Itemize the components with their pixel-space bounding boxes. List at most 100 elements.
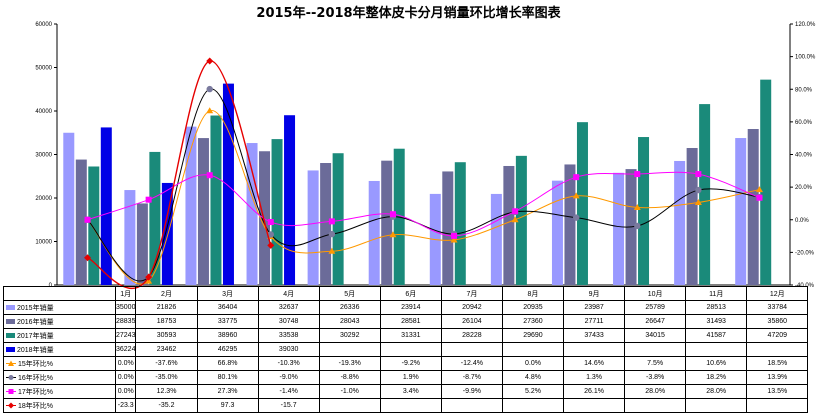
data-label-bar-1-2: 21826 <box>135 300 198 315</box>
table-header-row: 1月 2月 3月 4月 5月 6月 7月 8月 9月 10月 11月 12月 <box>3 286 809 301</box>
bar-1-1 <box>63 132 75 285</box>
category-label-11: 11月 <box>685 286 748 301</box>
line-2-point <box>328 230 336 238</box>
data-label-bar-3-10: 34015 <box>624 328 687 343</box>
data-label-bar-1-12: 33784 <box>746 300 809 315</box>
legend-swatch <box>6 333 15 339</box>
data-label-line-4-12 <box>746 398 809 413</box>
line-1-point <box>511 216 519 223</box>
left-tick-label: 40000 <box>35 109 52 115</box>
data-label-line-2-5: -8.8% <box>318 370 381 385</box>
bar-1-4 <box>246 143 258 285</box>
data-label-line-4-10 <box>624 398 687 413</box>
line-3-point <box>634 171 641 178</box>
data-label-bar-3-6: 31331 <box>379 328 442 343</box>
bar-3-2 <box>149 151 161 285</box>
line-4-point <box>84 254 92 262</box>
data-label-line-2-11: 18.2% <box>685 370 748 385</box>
legend-swatch <box>6 375 16 381</box>
left-tick-label: 50000 <box>35 66 52 72</box>
data-label-bar-4-1: 36224 <box>114 342 137 357</box>
legend-line-2: 16年环比% <box>3 370 116 385</box>
category-label-3: 3月 <box>196 286 259 301</box>
data-label-bar-1-10: 25789 <box>624 300 687 315</box>
data-label-bar-4-10 <box>624 342 687 357</box>
legend-marker <box>8 375 14 381</box>
legend-label: 16年环比% <box>18 374 54 382</box>
legend-label: 18年环比% <box>18 402 54 410</box>
category-label-5: 5月 <box>318 286 381 301</box>
category-label-2: 2月 <box>135 286 198 301</box>
data-label-bar-1-1: 35000 <box>114 300 137 315</box>
line-3-point <box>267 219 274 226</box>
data-label-bar-1-9: 23987 <box>563 300 626 315</box>
bar-2-11 <box>686 148 698 285</box>
line-4-point <box>145 273 153 281</box>
line-3-point <box>451 232 458 239</box>
data-label-bar-4-2: 23462 <box>135 342 198 357</box>
table-row: 2017年销量 27243 30593 38960 33538 30292 31331 282… <box>3 328 809 343</box>
table-row: 2018年销量 36224 23462 46295 39030 <box>3 342 809 357</box>
line-2-point <box>695 186 702 194</box>
data-label-bar-2-1: 28835 <box>114 314 137 329</box>
combo-chart: 0100002000030000400005000060000-40.0%-20… <box>35 22 816 290</box>
bar-1-2 <box>124 190 136 285</box>
data-label-line-1-5: -19.3% <box>318 356 381 371</box>
bar-1-10 <box>613 172 625 285</box>
category-label-1: 1月 <box>114 286 137 301</box>
legend-label: 15年环比% <box>18 360 54 368</box>
line-1-point <box>389 231 397 238</box>
right-tick-label: 20.0% <box>795 185 813 191</box>
bar-2-8 <box>503 165 515 285</box>
data-label-bar-1-6: 23914 <box>379 300 442 315</box>
data-label-line-4-7 <box>440 398 503 413</box>
legend-label: 2018年销量 <box>17 346 54 354</box>
line-1-point <box>328 247 336 254</box>
data-label-line-1-9: 14.6% <box>563 356 626 371</box>
data-label-line-1-3: 66.8% <box>196 356 259 371</box>
line-3-point <box>84 216 91 223</box>
chart-title: 2015年--2018年整体皮卡分月销量环比增长率图表 <box>256 6 561 21</box>
data-label-line-1-7: -12.4% <box>440 356 503 371</box>
line-1-point <box>755 186 763 193</box>
data-label-line-1-1: 0.0% <box>114 356 137 371</box>
left-tick-label: 10000 <box>35 240 52 246</box>
data-label-line-3-11: 28.0% <box>685 384 748 399</box>
data-label-bar-1-8: 20935 <box>501 300 565 315</box>
data-label-line-4-8 <box>501 398 565 413</box>
line-1-point <box>206 107 214 114</box>
bar-2-9 <box>564 164 576 285</box>
table-row: 16年环比% 0.0% -35.0% 80.1% -9.0% -8.8% 1.9% -8.7%… <box>3 370 809 385</box>
data-label-line-3-12: 13.5% <box>746 384 809 399</box>
data-label-line-4-1: -23.3 <box>114 398 137 413</box>
legend-swatch <box>6 402 16 409</box>
data-label-bar-4-12 <box>746 342 809 357</box>
bar-1-11 <box>674 160 686 285</box>
axes: 0100002000030000400005000060000-40.0%-20… <box>35 22 816 289</box>
data-label-bar-3-2: 30593 <box>135 328 198 343</box>
data-label-bar-4-5 <box>318 342 381 357</box>
bar-3-3 <box>210 115 222 285</box>
data-label-line-3-7: -9.9% <box>440 384 503 399</box>
data-label-line-1-11: 10.6% <box>685 356 748 371</box>
table-row: 2015年销量 35000 21826 36404 32637 26336 23914 209… <box>3 300 809 315</box>
data-label-bar-3-5: 30292 <box>318 328 381 343</box>
data-label-bar-2-12: 35860 <box>746 314 809 329</box>
legend-marker <box>8 402 14 409</box>
legend-swatch <box>6 319 15 325</box>
legend-swatch <box>6 389 16 395</box>
data-label-bar-2-7: 26104 <box>440 314 503 329</box>
data-label-line-1-2: -37.6% <box>135 356 198 371</box>
bar-2-2 <box>136 203 148 285</box>
category-label-4: 4月 <box>257 286 320 301</box>
data-label-line-2-12: 13.9% <box>746 370 809 385</box>
line-2-point <box>573 214 580 221</box>
data-label-bar-1-3: 36404 <box>196 300 259 315</box>
data-label-bar-4-4: 39030 <box>257 342 320 357</box>
data-table: 1月 2月 3月 4月 5月 6月 7月 8月 9月 10月 11月 12月 2015年销量 35000 2… <box>3 286 809 413</box>
legend-bar-1: 2015年销量 <box>3 300 116 315</box>
data-label-bar-3-4: 33538 <box>257 328 320 343</box>
legend-bar-4: 2018年销量 <box>3 342 116 357</box>
line-2-point <box>634 222 641 230</box>
line-3-point <box>573 174 580 181</box>
